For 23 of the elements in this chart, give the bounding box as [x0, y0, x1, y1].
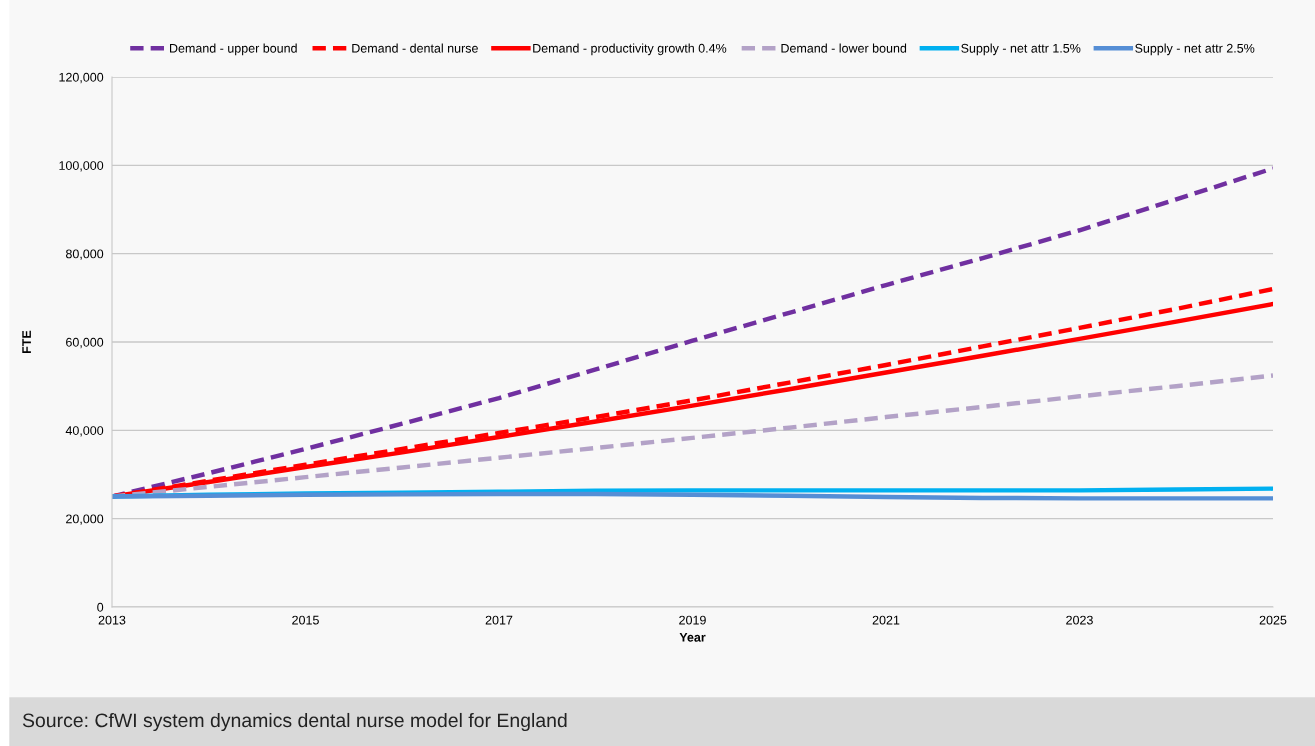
y-tick-label: 40,000	[65, 426, 104, 437]
x-tick-label: 2013	[98, 615, 126, 625]
x-tick-label: 2025	[1259, 615, 1287, 625]
y-tick-label: 120,000	[59, 72, 104, 84]
y-tick-label: 80,000	[65, 249, 104, 260]
x-axis-title: Year	[679, 633, 706, 642]
y-tick-label: 100,000	[59, 161, 104, 172]
x-tick-label: 2015	[292, 615, 319, 625]
legend-label: Supply - net attr 2.5%	[1135, 43, 1255, 56]
legend-label: Demand - dental nurse	[352, 43, 478, 53]
source-note: Source: CfWI system dynamics dental nurse model for England	[22, 712, 567, 732]
y-tick-label: 60,000	[66, 337, 104, 349]
x-tick-label: 2023	[1066, 615, 1093, 625]
legend-label: Demand - productivity growth 0.4%	[533, 43, 727, 56]
y-tick-label: 20,000	[66, 514, 104, 525]
legend-label: Demand - lower bound	[781, 43, 907, 53]
y-axis-title: FTE	[22, 330, 31, 353]
x-tick-label: 2021	[872, 615, 900, 625]
legend-label: Supply - net attr 1.5%	[961, 43, 1081, 56]
legend-label: Demand - upper bound	[170, 43, 297, 56]
y-tick-label: 0	[97, 602, 104, 612]
x-tick-label: 2017	[485, 615, 513, 625]
x-tick-label: 2019	[679, 615, 706, 625]
